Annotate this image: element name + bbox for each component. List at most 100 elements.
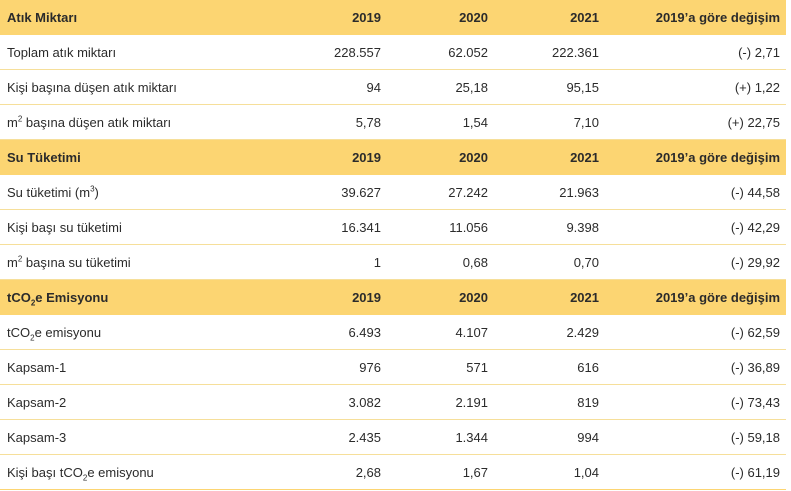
value-2019: 16.341 <box>286 209 387 245</box>
value-2019: 5,78 <box>286 104 387 140</box>
label-text: m <box>7 254 18 270</box>
label-text: Su tüketimi (m <box>7 184 91 200</box>
table-row: Kişi başı tCO2e emisyonu 2,68 1,67 1,04 … <box>0 454 786 490</box>
table-row: m2 başına düşen atık miktarı 5,78 1,54 7… <box>0 104 786 140</box>
value-2019: 228.557 <box>286 35 387 70</box>
label-text: e emisyonu <box>34 324 102 340</box>
value-2019: 2,68 <box>286 454 387 490</box>
superscript: 2 <box>17 114 23 124</box>
year-header-2021: 2021 <box>494 139 605 175</box>
value-2020: 11.056 <box>387 209 494 245</box>
change-value: (-) 2,71 <box>605 35 786 70</box>
value-2020: 1,67 <box>387 454 494 490</box>
change-value: (-) 42,29 <box>605 209 786 245</box>
row-label: m2 başına su tüketimi <box>0 244 286 280</box>
table-row: m2 başına su tüketimi 1 0,68 0,70 (-) 29… <box>0 244 786 280</box>
row-label: Kişi başına düşen atık miktarı <box>0 69 286 105</box>
change-value: (-) 36,89 <box>605 349 786 385</box>
value-2019: 2.435 <box>286 419 387 455</box>
section-header-waste: Atık Miktarı 2019 2020 2021 2019’a göre … <box>0 0 786 35</box>
value-2019: 3.082 <box>286 384 387 420</box>
label-text: ) <box>94 184 99 200</box>
change-value: (-) 73,43 <box>605 384 786 420</box>
year-header-2019: 2019 <box>286 0 387 35</box>
section-title: Su Tüketimi <box>0 139 286 175</box>
change-value: (-) 62,59 <box>605 315 786 350</box>
change-value: (+) 22,75 <box>605 104 786 140</box>
year-header-2020: 2020 <box>387 0 494 35</box>
change-header: 2019’a göre değişim <box>605 0 786 35</box>
year-header-2019: 2019 <box>286 139 387 175</box>
row-label: Toplam atık miktarı <box>0 35 286 70</box>
value-2020: 4.107 <box>387 315 494 350</box>
row-label: Kapsam-1 <box>0 349 286 385</box>
change-value: (-) 59,18 <box>605 419 786 455</box>
value-2019: 39.627 <box>286 175 387 210</box>
row-label: tCO2e emisyonu <box>0 315 286 350</box>
label-text: başına düşen atık miktarı <box>22 114 172 130</box>
value-2019: 1 <box>286 244 387 280</box>
value-2021: 616 <box>494 349 605 385</box>
value-2020: 25,18 <box>387 69 494 105</box>
year-header-2020: 2020 <box>387 279 494 315</box>
subscript: 2 <box>30 333 35 343</box>
change-header: 2019’a göre değişim <box>605 279 786 315</box>
table-row: Kapsam-3 2.435 1.344 994 (-) 59,18 <box>0 419 786 455</box>
value-2021: 95,15 <box>494 69 605 105</box>
table-row: tCO2e emisyonu 6.493 4.107 2.429 (-) 62,… <box>0 315 786 350</box>
value-2021: 222.361 <box>494 35 605 70</box>
value-2021: 21.963 <box>494 175 605 210</box>
table-row: Kişi başına düşen atık miktarı 94 25,18 … <box>0 69 786 105</box>
table-row: Kapsam-2 3.082 2.191 819 (-) 73,43 <box>0 384 786 420</box>
value-2020: 62.052 <box>387 35 494 70</box>
row-label: Su tüketimi (m3) <box>0 175 286 210</box>
change-header: 2019’a göre değişim <box>605 139 786 175</box>
value-2021: 7,10 <box>494 104 605 140</box>
section-title: tCO2e Emisyonu <box>0 279 286 315</box>
value-2020: 1.344 <box>387 419 494 455</box>
row-label: m2 başına düşen atık miktarı <box>0 104 286 140</box>
value-2021: 2.429 <box>494 315 605 350</box>
value-2020: 2.191 <box>387 384 494 420</box>
title-text: tCO <box>7 290 31 305</box>
value-2019: 6.493 <box>286 315 387 350</box>
year-header-2021: 2021 <box>494 0 605 35</box>
value-2021: 1,04 <box>494 454 605 490</box>
subscript: 2 <box>30 298 36 308</box>
value-2020: 0,68 <box>387 244 494 280</box>
subscript: 2 <box>82 473 88 483</box>
table-row: Toplam atık miktarı 228.557 62.052 222.3… <box>0 35 786 70</box>
row-label: Kapsam-3 <box>0 419 286 455</box>
year-header-2019: 2019 <box>286 279 387 315</box>
value-2020: 571 <box>387 349 494 385</box>
row-label: Kişi başı tCO2e emisyonu <box>0 454 286 490</box>
label-text: tCO <box>7 324 31 340</box>
value-2019: 94 <box>286 69 387 105</box>
change-value: (-) 61,19 <box>605 454 786 490</box>
table-row: Kapsam-1 976 571 616 (-) 36,89 <box>0 349 786 385</box>
value-2020: 27.242 <box>387 175 494 210</box>
label-text: m <box>7 114 18 130</box>
label-text: Kişi başı tCO <box>7 464 83 480</box>
year-header-2020: 2020 <box>387 139 494 175</box>
section-title: Atık Miktarı <box>0 0 286 35</box>
value-2021: 0,70 <box>494 244 605 280</box>
value-2020: 1,54 <box>387 104 494 140</box>
value-2019: 976 <box>286 349 387 385</box>
row-label: Kapsam-2 <box>0 384 286 420</box>
value-2021: 994 <box>494 419 605 455</box>
change-value: (-) 44,58 <box>605 175 786 210</box>
section-header-water: Su Tüketimi 2019 2020 2021 2019’a göre d… <box>0 139 786 175</box>
title-text: e Emisyonu <box>35 290 109 305</box>
table-row: Su tüketimi (m3) 39.627 27.242 21.963 (-… <box>0 175 786 210</box>
year-header-2021: 2021 <box>494 279 605 315</box>
table-row: Kişi başı su tüketimi 16.341 11.056 9.39… <box>0 209 786 245</box>
value-2021: 9.398 <box>494 209 605 245</box>
row-label: Kişi başı su tüketimi <box>0 209 286 245</box>
change-value: (-) 29,92 <box>605 244 786 280</box>
value-2021: 819 <box>494 384 605 420</box>
superscript: 2 <box>17 254 23 264</box>
section-header-emissions: tCO2e Emisyonu 2019 2020 2021 2019’a gör… <box>0 279 786 315</box>
superscript: 3 <box>90 184 95 194</box>
